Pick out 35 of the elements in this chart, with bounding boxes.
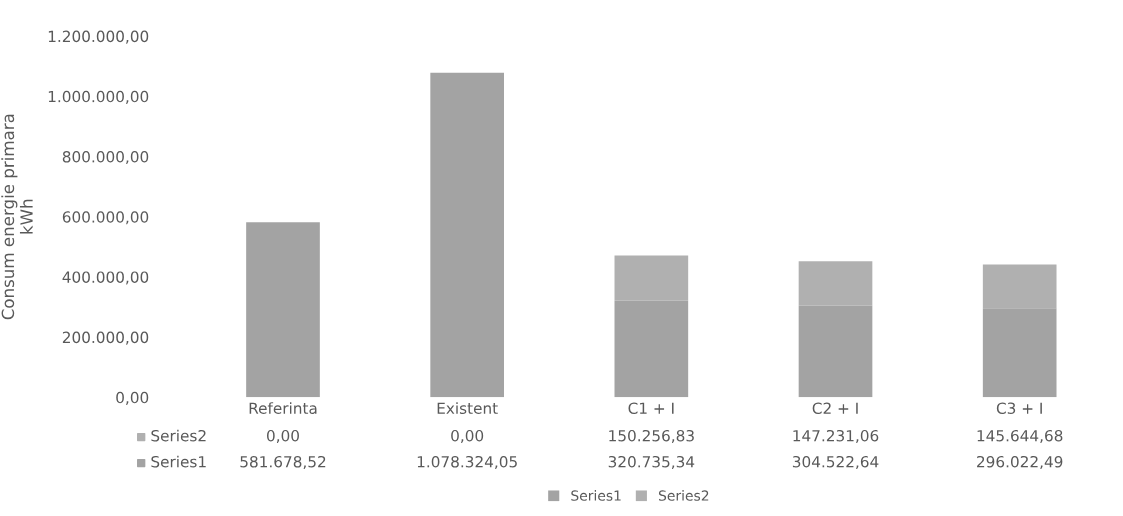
- data-label: 147.231,06: [793, 429, 879, 444]
- data-label: 320.735,34: [608, 455, 695, 470]
- bar: [246, 222, 320, 398]
- bar: [614, 255, 689, 301]
- y-tick-label: 0,00: [116, 391, 149, 405]
- bar: [798, 261, 873, 306]
- data-label: 150.256,83: [609, 429, 694, 444]
- y-tick-label: 800.000,00: [62, 150, 149, 165]
- data-label: 145.644,68: [977, 429, 1063, 444]
- data-label: 296.022,49: [977, 455, 1063, 470]
- data-label: 1.078.324,05: [417, 455, 517, 470]
- y-tick-label: 400.000,00: [62, 271, 149, 285]
- bar: [430, 72, 504, 398]
- bar: [798, 305, 873, 398]
- data-label: 304.522,64: [792, 455, 879, 470]
- x-tick-label: C1 + I: [628, 402, 674, 415]
- y-axis-title: Consum energie primara kWh: [1, 114, 33, 320]
- bar: [614, 300, 689, 398]
- x-tick-label: Existent: [437, 402, 498, 415]
- x-tick-label: C2 + I: [812, 402, 858, 415]
- text: Series2: [151, 429, 206, 442]
- data-label: 0,00: [451, 429, 484, 444]
- x-tick-label: Referinta: [249, 402, 317, 415]
- legend-label: Series2: [658, 490, 709, 501]
- data-label: 0,00: [266, 429, 299, 444]
- x-tick-label: C3 + I: [996, 402, 1042, 415]
- legend-label: Series1: [151, 455, 206, 468]
- y-tick-label: 1.000.000,00: [48, 90, 149, 104]
- bar: [982, 264, 1057, 309]
- data-label: 581.678,52: [240, 455, 326, 470]
- y-tick-label: 200.000,00: [62, 331, 149, 345]
- text: Series1: [571, 490, 621, 501]
- y-tick-label: 1.200.000,00: [48, 30, 149, 44]
- bar: [982, 308, 1057, 398]
- y-tick-label: 600.000,00: [62, 211, 149, 225]
